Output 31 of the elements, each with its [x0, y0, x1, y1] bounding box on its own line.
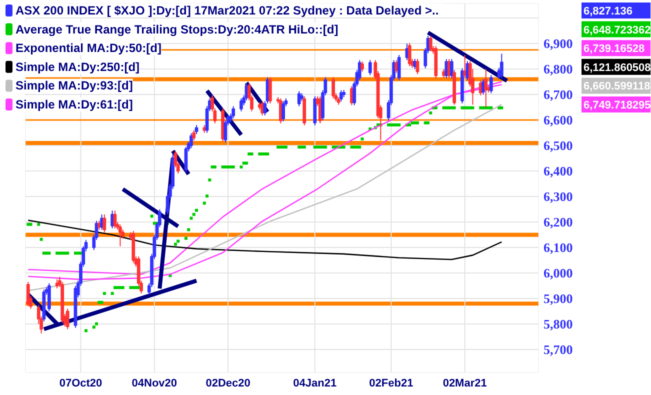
- text: 6,660.599118: [584, 80, 650, 93]
- y-tick-label: 5,800: [544, 316, 573, 332]
- y-tick-label: 6,400: [544, 164, 573, 179]
- text: 6,121.860508: [584, 62, 651, 74]
- legend-label: Average True Range Trailing Stops:Dy:20:4ATR HiLo::[d]: [16, 22, 338, 36]
- y-tick-label: 6,700: [544, 87, 573, 102]
- legend-label: Simple MA:Dy:61:[d]: [16, 98, 133, 112]
- text: 6,648.723362: [584, 24, 651, 36]
- x-tick-label: 02Mar21: [442, 378, 487, 390]
- y-tick-label: 5,900: [544, 291, 573, 306]
- x-tick-label: 02Dec20: [206, 378, 250, 390]
- legend-label: Simple MA:Dy:250:[d]: [16, 60, 140, 74]
- x-tick-label: 04Nov20: [132, 378, 178, 390]
- text: 6,739.16528: [584, 43, 645, 56]
- y-tick-label: 6,800: [544, 62, 573, 77]
- y-tick-label: 5,700: [544, 342, 573, 358]
- chart-title: ASX 200 INDEX [ $XJO ]:Dy:[d] 17Mar2021 07:22 Sydney : Data Delayed >..: [16, 4, 439, 18]
- y-tick-label: 6,600: [544, 112, 573, 128]
- x-tick-label: 02Feb21: [369, 378, 414, 390]
- y-tick-label: 6,300: [544, 189, 573, 204]
- y-tick-label: 6,200: [544, 214, 573, 230]
- legend-label: Exponential MA:Dy:50:[d]: [16, 41, 162, 56]
- x-tick-label: 07Oct20: [59, 378, 102, 390]
- y-tick-label: 6,900: [544, 36, 573, 52]
- text: 6,827.136: [584, 6, 632, 18]
- legend-label: Simple MA:Dy:93:[d]: [16, 78, 133, 93]
- y-tick-label: 6,500: [544, 138, 573, 154]
- text: 6,749.718295: [584, 100, 651, 112]
- x-tick-label: 04Jan21: [293, 378, 337, 390]
- y-tick-label: 6,100: [544, 240, 573, 256]
- y-tick-label: 6,000: [544, 266, 573, 281]
